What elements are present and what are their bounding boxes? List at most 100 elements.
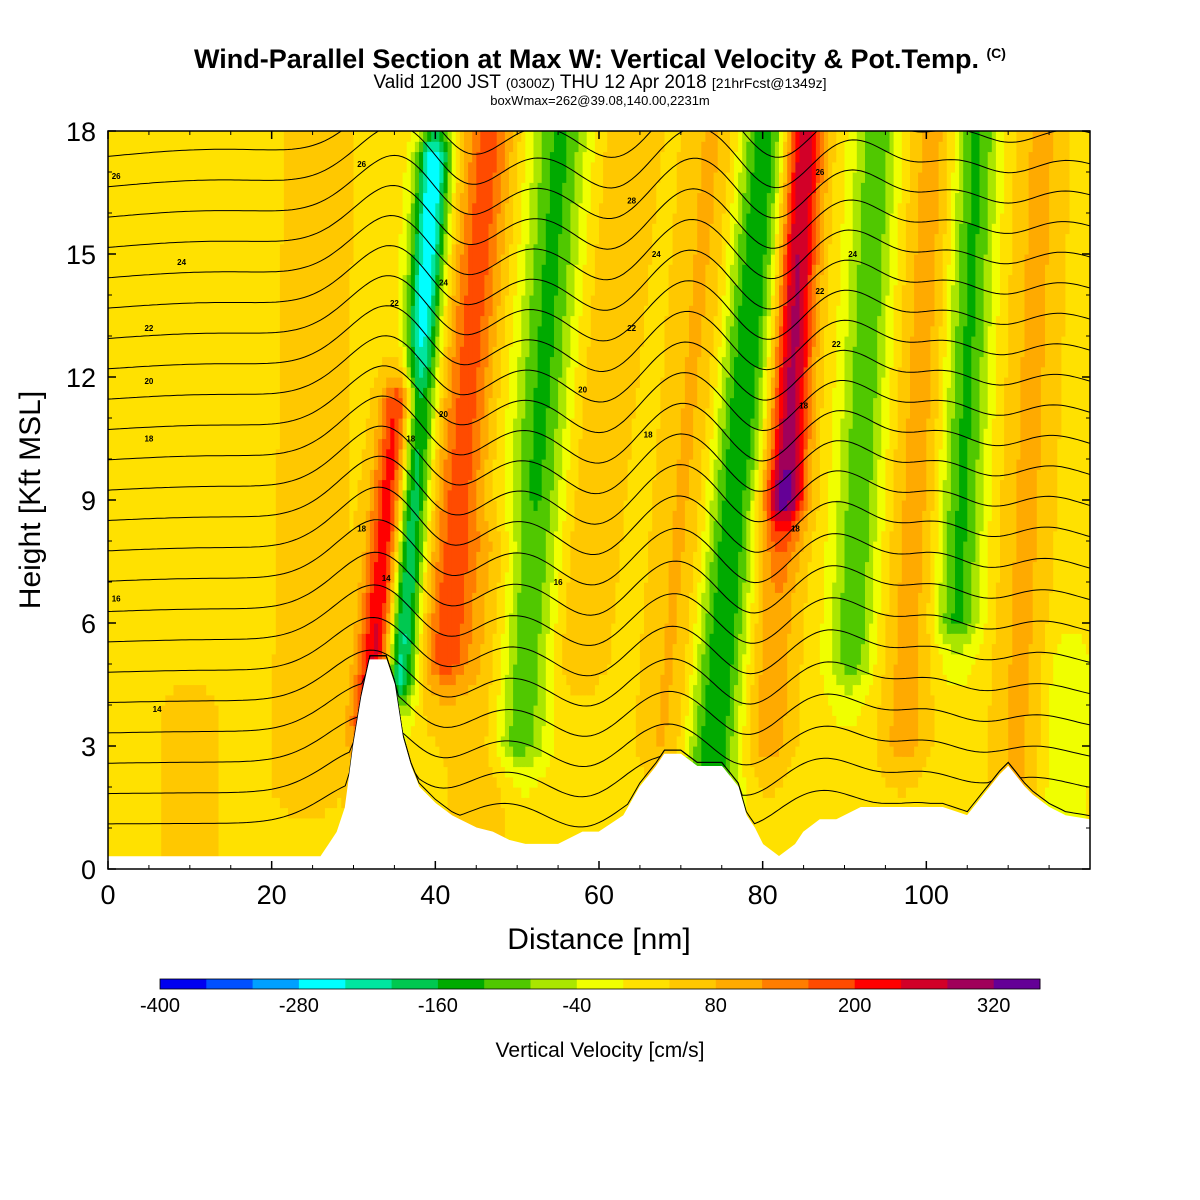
field-cell <box>365 510 371 552</box>
field-cell <box>754 489 760 624</box>
field-cell <box>455 243 461 306</box>
field-cell <box>148 131 154 869</box>
field-cell <box>619 131 625 542</box>
contour-labels: 26 24 22 20 18 16 14 26 22 24 20 18 18 14 28 24 22 20 18 16… <box>112 160 858 714</box>
field-cell <box>783 131 788 142</box>
field-cell <box>537 756 543 778</box>
field-cell <box>971 633 976 665</box>
field-cell <box>766 756 772 798</box>
field-cell <box>955 192 960 327</box>
field-cell <box>1028 643 1034 809</box>
field-cell <box>644 582 649 778</box>
field-cell <box>496 756 502 788</box>
field-cell <box>627 131 633 460</box>
field-cell <box>402 489 408 511</box>
field-cell <box>795 131 801 163</box>
field-cell <box>693 551 698 624</box>
field-cell <box>787 561 792 634</box>
field-cell <box>967 131 972 224</box>
field-cell <box>382 602 387 634</box>
field-cell <box>955 684 960 869</box>
field-cell <box>390 530 395 552</box>
field-cell <box>926 602 931 634</box>
field-cell <box>791 530 796 552</box>
field-cell <box>963 325 968 542</box>
field-cell <box>529 131 535 183</box>
field-cell <box>770 510 776 522</box>
field-cell <box>562 520 567 634</box>
field-cell <box>787 633 792 768</box>
field-cell <box>885 448 891 614</box>
field-cell <box>774 530 780 552</box>
field-cell <box>873 664 878 869</box>
field-cell <box>496 787 502 850</box>
field-cell <box>1053 653 1058 860</box>
field-cell <box>431 141 436 153</box>
field-cell <box>165 694 170 869</box>
field-cell <box>545 530 551 634</box>
field-cell <box>873 131 878 399</box>
field-cell <box>950 633 956 655</box>
field-cell <box>787 541 792 563</box>
field-cell <box>447 489 453 675</box>
field-cell <box>832 674 837 716</box>
field-cell <box>766 520 772 552</box>
field-cell <box>742 653 747 727</box>
field-cell <box>447 407 453 491</box>
field-cell <box>725 377 731 450</box>
field-cell <box>517 756 522 768</box>
field-cell <box>410 305 416 347</box>
field-cell <box>824 694 829 869</box>
field-cell <box>365 418 371 511</box>
x-tick-label: 20 <box>257 880 287 910</box>
field-cell <box>414 233 420 276</box>
field-cell <box>398 612 404 655</box>
field-cell <box>382 131 387 358</box>
field-cell <box>521 131 526 183</box>
field-cell <box>484 520 490 593</box>
field-cell <box>709 356 715 440</box>
field-cell <box>443 161 449 194</box>
field-cell <box>443 346 449 399</box>
field-cell <box>365 592 371 634</box>
field-cell <box>803 448 809 511</box>
field-cell <box>378 397 383 440</box>
field-cell <box>910 756 915 788</box>
field-cell <box>394 377 400 388</box>
field-cell <box>762 131 768 255</box>
field-cell <box>398 387 404 399</box>
field-cell <box>504 295 510 409</box>
field-cell <box>758 131 764 317</box>
field-cell <box>410 489 416 593</box>
field-cell <box>406 438 412 470</box>
field-cell <box>950 623 956 634</box>
field-cell <box>500 346 506 634</box>
field-cell <box>410 377 416 388</box>
field-cell <box>1012 561 1017 788</box>
field-cell <box>762 510 768 757</box>
field-cell <box>860 131 866 183</box>
field-cell <box>394 387 400 470</box>
field-cell <box>1016 459 1022 788</box>
field-cell <box>734 356 739 614</box>
field-cell <box>398 448 404 481</box>
field-cell <box>738 705 743 839</box>
field-cell <box>275 448 281 798</box>
contour-label: 20 <box>144 377 153 386</box>
field-cell <box>329 131 334 809</box>
field-cell <box>942 233 948 358</box>
field-cell <box>390 623 395 645</box>
field-cell <box>345 131 350 706</box>
field-cell <box>848 428 854 675</box>
field-cell <box>521 766 526 798</box>
field-cell <box>504 202 510 296</box>
field-cell <box>779 325 784 368</box>
field-cell <box>578 694 584 869</box>
field-cell <box>488 766 494 860</box>
field-cell <box>484 131 490 276</box>
field-cell <box>779 530 784 552</box>
field-cell <box>586 131 592 214</box>
colorbar-tick-label: -160 <box>418 995 458 1017</box>
field-cell <box>873 541 878 665</box>
field-cell <box>386 633 391 655</box>
